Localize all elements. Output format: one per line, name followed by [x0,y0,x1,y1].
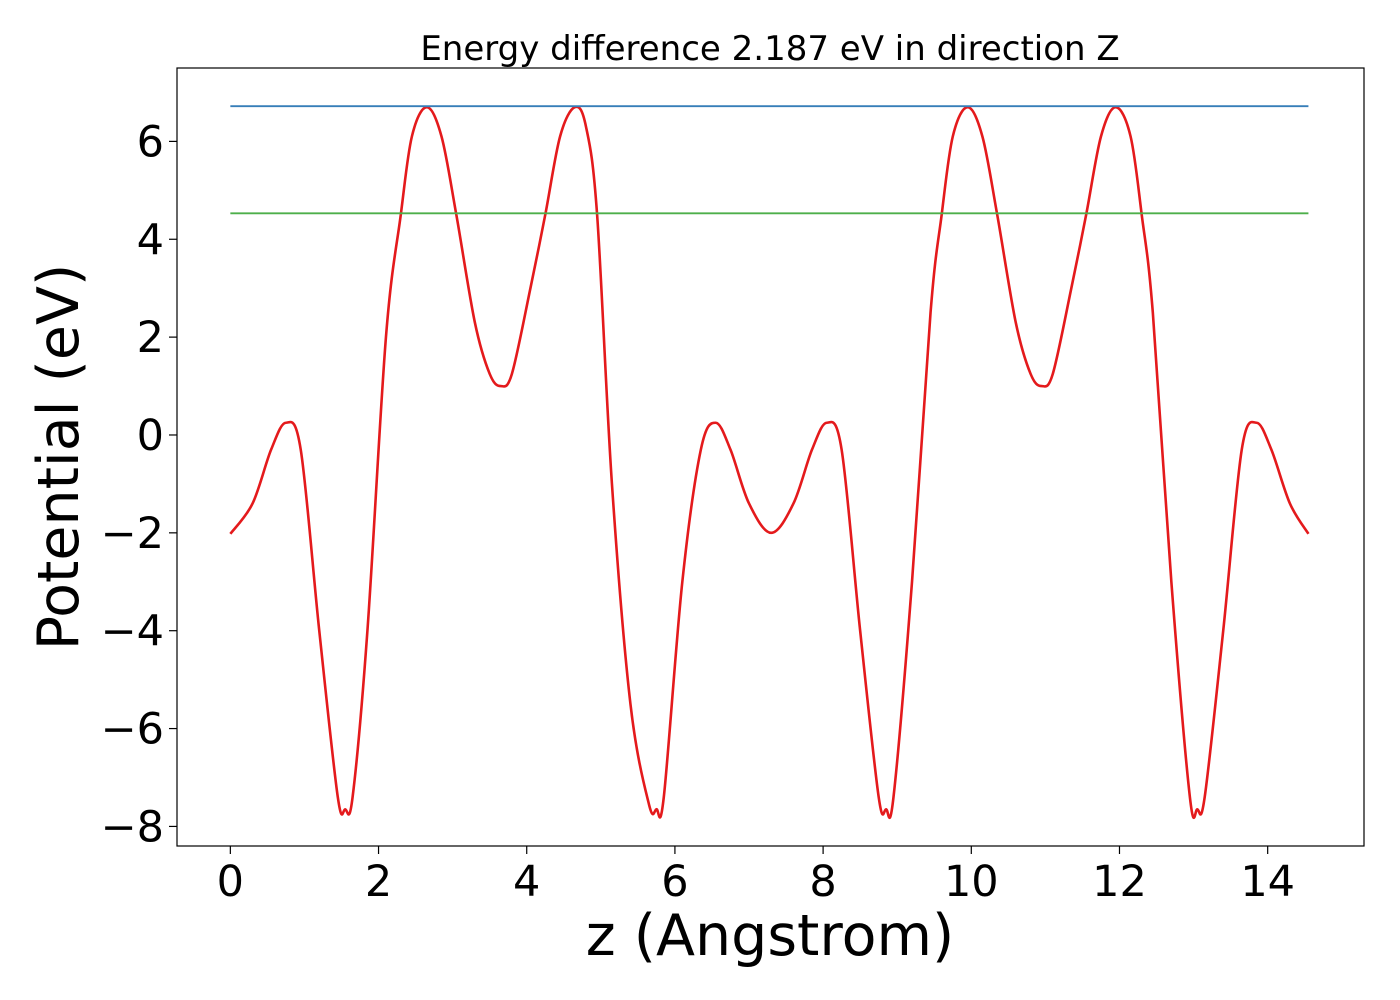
potential-line [229,105,1310,820]
series-layer [229,105,1310,820]
x-tick-label: 8 [809,857,836,907]
x-tick-label: 10 [944,857,999,907]
x-tick-label: 12 [1092,857,1147,907]
y-axis-ticks: −8 −6 −4 −2 0 2 4 6 [101,117,177,852]
y-tick-label: 4 [137,215,164,265]
y-tick-label: 0 [137,411,164,461]
x-tick-label: 6 [661,857,688,907]
y-tick-label: −6 [101,705,164,755]
y-tick-label: 2 [137,313,164,363]
x-axis-ticks: 0 2 4 6 8 10 12 14 [217,846,1295,907]
y-tick-label: −4 [101,607,164,657]
y-tick-label: −8 [101,802,164,852]
y-tick-label: −2 [101,509,164,559]
y-tick-label: 6 [137,117,164,167]
y-axis-label: Potential (eV) [26,264,92,650]
x-tick-label: 14 [1240,857,1295,907]
x-tick-label: 4 [513,857,540,907]
x-tick-label: 2 [365,857,392,907]
x-tick-label: 0 [217,857,244,907]
chart-title: Energy difference 2.187 eV in direction … [420,29,1119,69]
x-axis-label: z (Angstrom) [586,903,954,969]
plot-frame [176,67,1365,847]
